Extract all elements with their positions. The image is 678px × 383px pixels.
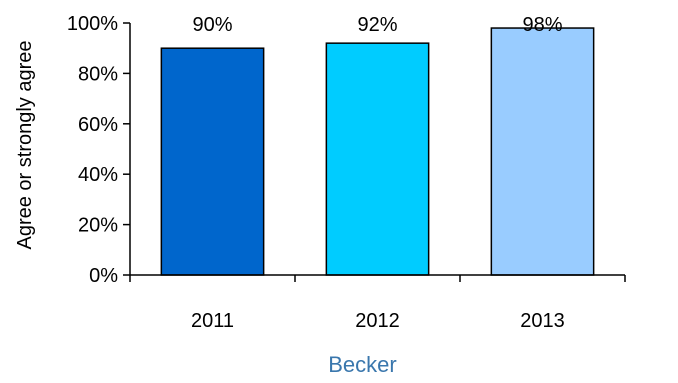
bar-2011 xyxy=(160,47,265,276)
bar-2012 xyxy=(325,42,430,276)
x-tick-label-2013: 2013 xyxy=(520,310,565,332)
y-axis-label: Agree or strongly agree xyxy=(14,40,36,249)
y-tick-label: 20% xyxy=(78,215,118,237)
y-tick-label: 100% xyxy=(67,13,118,35)
data-label-2012: 92% xyxy=(357,14,397,36)
bars-group xyxy=(160,27,595,276)
x-tick-label-2011: 2011 xyxy=(191,310,234,332)
data-labels-group: 90% 92% 98% xyxy=(192,14,562,36)
y-axis: 0% 20% 40% 60% 80% 100% xyxy=(67,13,131,287)
data-label-2013: 98% xyxy=(522,14,562,36)
x-axis: 2011 2012 2013 xyxy=(129,274,626,332)
y-tick-label: 60% xyxy=(78,114,118,136)
bar-2013 xyxy=(490,27,595,276)
x-axis-label: Becker xyxy=(328,352,396,377)
y-tick-label: 40% xyxy=(78,164,118,186)
y-tick-label: 80% xyxy=(78,63,118,85)
x-tick-label-2012: 2012 xyxy=(355,310,400,332)
y-tick-label: 0% xyxy=(89,265,118,287)
data-label-2011: 90% xyxy=(192,14,232,36)
